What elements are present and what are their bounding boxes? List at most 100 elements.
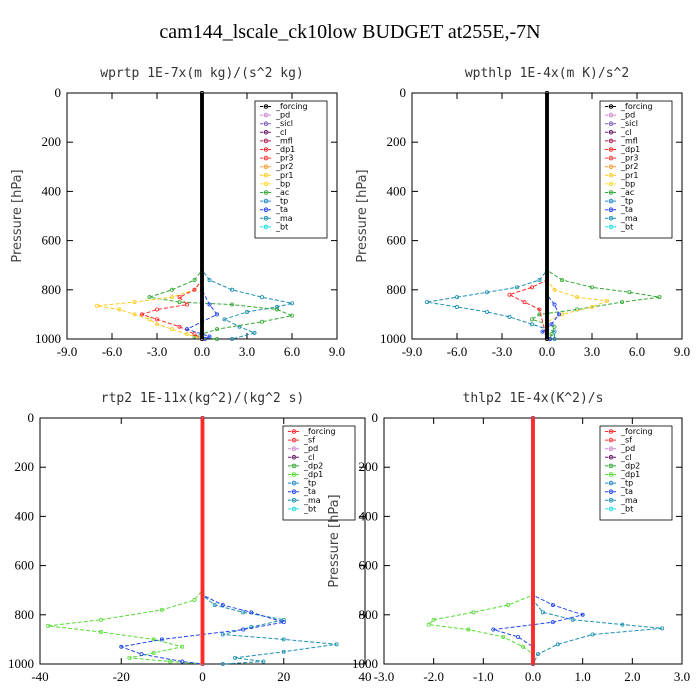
x-tick-label: 3.0 xyxy=(674,669,690,684)
data-point xyxy=(530,317,535,322)
legend-label: _dp1 xyxy=(620,470,640,479)
panel-title: thlp2 1E-4x(K^2)/s xyxy=(463,391,604,406)
data-point xyxy=(98,630,103,635)
data-point xyxy=(484,290,489,295)
data-point xyxy=(214,327,219,332)
data-point xyxy=(119,644,124,649)
legend-marker xyxy=(291,498,297,503)
legend-label: _forcing xyxy=(303,427,336,436)
y-tick-label: 600 xyxy=(15,558,35,573)
x-tick-label: -9.0 xyxy=(402,344,423,359)
data-point xyxy=(537,307,542,312)
legend-marker xyxy=(608,112,614,118)
data-point xyxy=(229,287,234,292)
x-tick-label: -40 xyxy=(31,669,48,684)
series-line xyxy=(201,93,293,340)
legend-marker xyxy=(263,130,269,135)
panel-title: rtp2 1E-11x(kg^2)/(kg^2 s) xyxy=(101,391,305,406)
legend-label: _tp xyxy=(620,479,633,488)
x-tick-label: -3.0 xyxy=(374,669,395,684)
legend-label: _dp1 xyxy=(303,470,323,479)
legend-marker xyxy=(291,455,297,460)
data-point xyxy=(212,602,217,607)
data-point xyxy=(222,317,227,322)
legend-marker xyxy=(608,198,614,204)
data-point xyxy=(249,610,254,615)
data-point xyxy=(117,307,122,312)
data-point xyxy=(289,313,294,318)
data-point xyxy=(177,295,182,300)
legend-marker xyxy=(608,130,614,135)
y-tick-label: 0 xyxy=(55,85,62,100)
legend-marker xyxy=(291,506,297,512)
data-point xyxy=(530,322,535,327)
legend-label: _pd xyxy=(620,111,635,120)
data-point xyxy=(192,287,197,292)
x-tick-label: -2.0 xyxy=(423,669,444,684)
legend-label: _cl xyxy=(303,453,315,462)
chart-panel-3: rtp2 1E-11x(kg^2)/(kg^2 s) Pressure [hPa]… xyxy=(8,391,372,684)
x-tick-label: 6.0 xyxy=(284,344,300,359)
legend-label: _dp1 xyxy=(275,145,295,154)
x-tick-label: -9.0 xyxy=(57,344,78,359)
legend-marker xyxy=(608,506,614,512)
legend-marker xyxy=(263,216,269,221)
y-tick-label: 200 xyxy=(359,459,379,474)
legend-label: _bp xyxy=(620,179,635,188)
legend-marker xyxy=(608,104,614,109)
data-point xyxy=(454,305,459,310)
data-point xyxy=(620,300,625,305)
data-point xyxy=(147,295,152,300)
data-point xyxy=(506,602,511,607)
x-tick-label: 0.0 xyxy=(194,344,210,359)
series-line xyxy=(541,93,560,340)
data-point xyxy=(274,307,279,312)
data-point xyxy=(177,300,182,305)
data-point xyxy=(590,305,595,310)
x-tick-label: -3.0 xyxy=(492,344,513,359)
data-point xyxy=(289,301,294,306)
data-point xyxy=(281,620,286,625)
x-tick-label: 2.0 xyxy=(624,669,640,684)
legend-marker xyxy=(608,429,614,434)
data-point xyxy=(557,312,562,317)
data-point xyxy=(537,277,542,282)
y-axis-label: Pressure [hPa] xyxy=(355,169,370,262)
legend-label: _mfl xyxy=(275,136,293,145)
legend-marker xyxy=(291,463,297,469)
legend-marker xyxy=(608,155,614,161)
data-point xyxy=(552,324,557,329)
data-point xyxy=(261,659,266,664)
legend-label: _ac xyxy=(275,188,289,197)
legend-marker xyxy=(263,173,269,178)
data-point xyxy=(154,307,159,312)
data-point xyxy=(169,287,174,292)
y-tick-label: 600 xyxy=(387,233,407,248)
data-point xyxy=(620,622,625,627)
legend-marker xyxy=(608,463,614,469)
legend-marker xyxy=(263,190,269,195)
series-line xyxy=(508,93,548,340)
data-point xyxy=(184,302,189,307)
y-axis-label: Pressure [hPa] xyxy=(327,494,342,587)
legend-marker xyxy=(291,429,297,434)
y-tick-label: 0 xyxy=(28,410,35,425)
y-tick-label: 400 xyxy=(42,183,62,198)
legend-marker xyxy=(608,181,614,187)
data-point xyxy=(516,634,521,639)
legend-label: _pr1 xyxy=(275,171,293,180)
legend-marker xyxy=(608,437,614,443)
data-point xyxy=(552,336,557,341)
data-point xyxy=(552,287,557,292)
data-point xyxy=(575,295,580,300)
legend-label: _sf xyxy=(303,436,315,445)
data-point xyxy=(555,642,560,647)
legend-label: _ac xyxy=(620,188,634,197)
legend-label: _bt xyxy=(620,222,633,231)
legend-label: _tp xyxy=(275,197,288,206)
legend-label: _forcing xyxy=(275,102,308,111)
legend-label: _forcing xyxy=(620,102,653,111)
data-point xyxy=(471,610,476,615)
legend-label: _pd xyxy=(303,444,318,453)
